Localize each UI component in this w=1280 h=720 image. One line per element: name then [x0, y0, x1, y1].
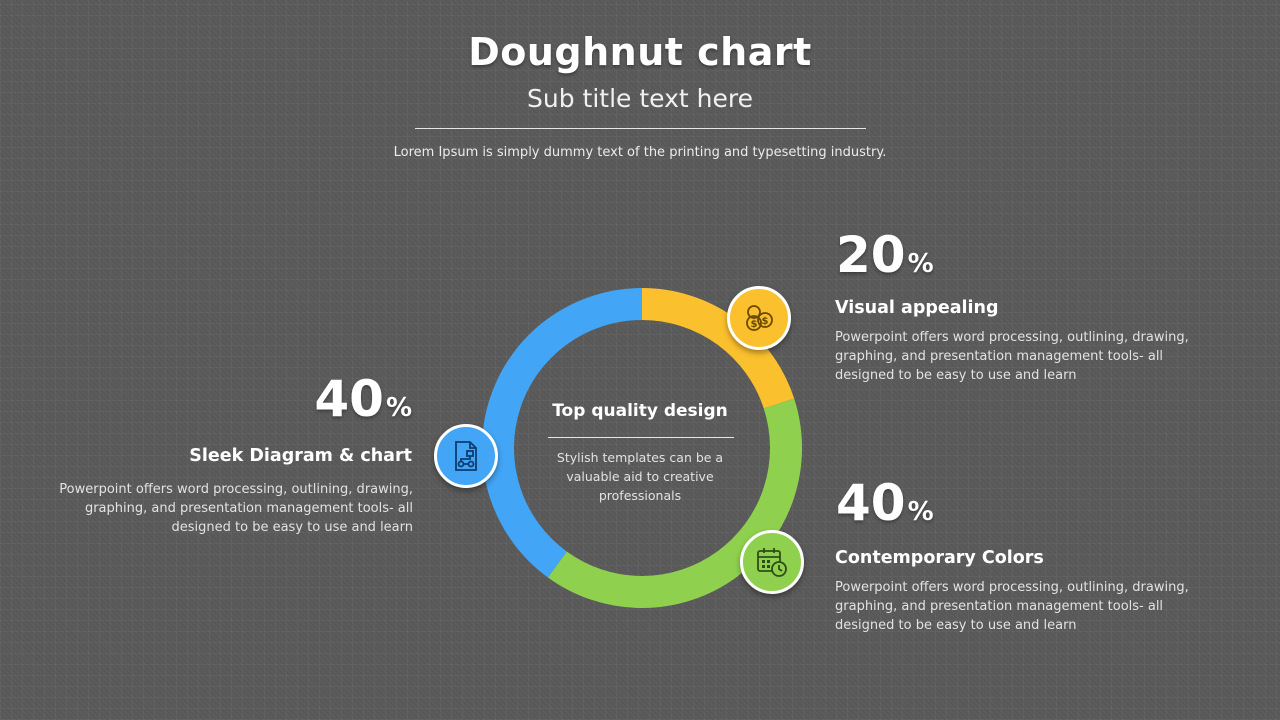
sleek-diagram-percent: 40% — [314, 370, 412, 428]
center-text: Stylish templates can be a valuable aid … — [556, 450, 724, 503]
calendar-badge — [740, 530, 804, 594]
slide-subtitle: Sub title text here — [527, 84, 753, 113]
title-divider — [415, 128, 866, 129]
visual-appealing-segment — [641, 288, 795, 409]
visual-appealing-percent: 20% — [836, 226, 934, 284]
svg-text:$: $ — [762, 316, 769, 327]
sleek-diagram-heading: Sleek Diagram & chart — [189, 446, 412, 466]
slide-title: Doughnut chart — [468, 30, 812, 74]
flowchart-document-icon — [455, 441, 477, 471]
coins-badge: $ $ — [727, 286, 791, 350]
contemporary-colors-heading: Contemporary Colors — [835, 548, 1044, 568]
contemporary-colors-segment — [547, 398, 802, 608]
visual-appealing-description: Powerpoint offers word processing, outli… — [835, 330, 1189, 383]
center-divider — [548, 437, 734, 438]
sleek-diagram-description: Powerpoint offers word processing, outli… — [59, 482, 413, 535]
visual-appealing-heading: Visual appealing — [835, 298, 999, 318]
diagram-badge — [434, 424, 498, 488]
intro-text: Lorem Ipsum is simply dummy text of the … — [393, 145, 887, 160]
coins-icon: $ $ — [746, 305, 773, 331]
center-title: Top quality design — [552, 401, 728, 421]
svg-text:$: $ — [751, 319, 758, 330]
contemporary-colors-description: Powerpoint offers word processing, outli… — [835, 580, 1189, 633]
sleek-diagram-segment — [482, 288, 643, 578]
contemporary-colors-percent: 40% — [836, 474, 934, 532]
calendar-clock-icon — [757, 548, 787, 577]
